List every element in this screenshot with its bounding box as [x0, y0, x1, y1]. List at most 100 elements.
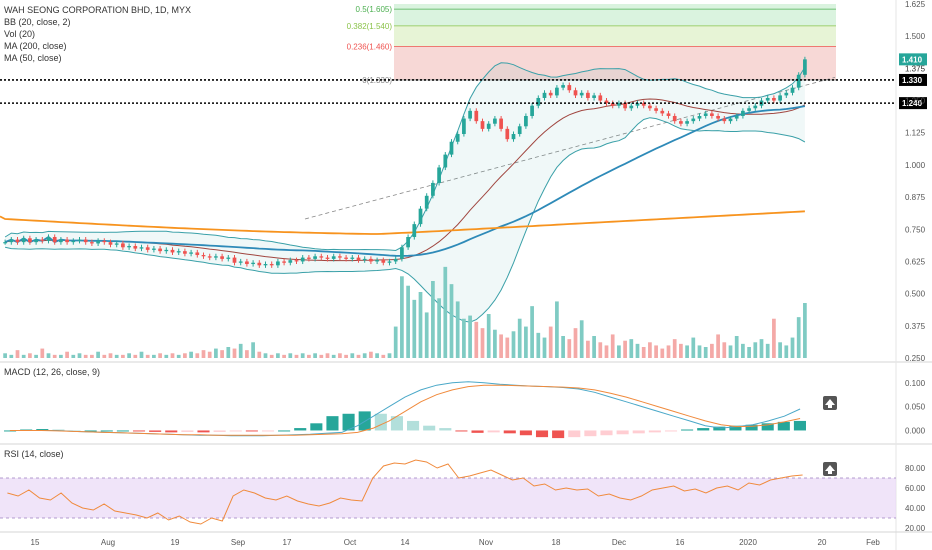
volume-bar: [747, 347, 751, 358]
volume-bar: [505, 337, 510, 358]
macd-signal-line: [9, 384, 801, 436]
price-axis[interactable]: 1.625 1.500 1.375 1.250 1.125 1.000 0.875 0.750…: [905, 0, 926, 363]
macd-histogram-bar: [213, 430, 226, 432]
price-tag: [899, 97, 927, 110]
candle-body: [152, 248, 156, 250]
rsi-label[interactable]: RSI (14, close): [4, 449, 64, 459]
trend-line[interactable]: [304, 76, 836, 220]
macd-label[interactable]: MACD (12, 26, close, 9): [4, 367, 100, 377]
macd-up-arrow-icon: [823, 396, 837, 410]
price-tick-label: 1.250: [905, 97, 926, 106]
volume-bar: [431, 281, 435, 358]
indicator-bb-label[interactable]: BB (20, close, 2): [4, 17, 71, 27]
volume-bar: [71, 354, 76, 358]
fibonacci-retracement[interactable]: 0.5(1.605)0.382(1.540)0.236(1.460)0(1.33…: [347, 4, 836, 85]
candle-body: [276, 261, 280, 266]
volume-bars: [3, 266, 807, 358]
rsi-line: [7, 459, 803, 525]
price-tick-label: 0.250: [905, 354, 926, 363]
volume-bar: [232, 348, 237, 358]
time-tick-label: Nov: [479, 538, 493, 547]
candle-body: [468, 110, 472, 119]
macd-histogram-bar: [648, 430, 661, 433]
candle-body: [214, 256, 218, 258]
candle-body: [685, 121, 689, 124]
volume-bar: [790, 337, 795, 358]
horizontal-levels[interactable]: 1.410 1.330 1.240 1.375: [0, 53, 927, 110]
volume-bar: [381, 354, 386, 358]
candle-body: [114, 243, 119, 245]
volume-bar: [59, 354, 63, 358]
indicator-vol-label[interactable]: Vol (20): [4, 29, 35, 39]
volume-bar: [369, 351, 373, 358]
volume-bar: [406, 285, 410, 358]
time-tick-label: Feb: [866, 538, 880, 547]
macd-histogram-bar: [36, 429, 49, 431]
volume-bar: [214, 348, 218, 358]
candle-body: [449, 141, 454, 155]
time-tick-label: Dec: [612, 538, 626, 547]
volume-bar: [245, 350, 249, 358]
candle-body: [623, 103, 627, 109]
candle-body: [679, 121, 683, 124]
volume-bar: [592, 336, 596, 358]
volume-bar: [753, 342, 758, 358]
volume-bar: [759, 339, 764, 358]
volume-bar: [90, 354, 94, 358]
candle-body: [555, 87, 559, 96]
volume-bar: [15, 350, 20, 358]
candle-body: [15, 239, 20, 243]
indicator-ma200-label[interactable]: MA (200, close): [4, 41, 67, 51]
candle-body: [102, 240, 107, 243]
candle-body: [517, 126, 522, 135]
volume-bar: [356, 354, 361, 358]
candle-body: [28, 238, 32, 243]
candle-body: [226, 257, 231, 259]
candle-body: [201, 255, 206, 257]
macd-tick-label: 0.000: [905, 426, 926, 435]
price-tick-label: 1.000: [905, 161, 926, 170]
macd-histogram-bar: [471, 430, 484, 433]
candle-body: [381, 260, 386, 263]
volume-bar: [765, 343, 770, 358]
candle-body: [660, 110, 665, 114]
candle-body: [362, 258, 367, 261]
indicator-ma50-label[interactable]: MA (50, close): [4, 53, 62, 63]
candle-body: [121, 243, 125, 248]
volume-bar: [400, 276, 404, 358]
macd-histogram-bar: [181, 430, 194, 432]
candle-body: [108, 242, 113, 245]
candle-body: [338, 256, 342, 258]
time-axis[interactable]: 15 Aug 19 Sep 17 Oct 14 Nov 18 Dec 16 2020 20 Feb: [31, 538, 881, 547]
fib-zone: [394, 9, 836, 26]
candle-body: [3, 242, 7, 244]
volume-bar: [734, 336, 739, 358]
candle-body: [164, 249, 169, 252]
volume-bar: [127, 353, 131, 358]
candle-body: [635, 103, 640, 106]
candle-body: [170, 249, 175, 253]
volume-bar: [542, 337, 547, 358]
macd-histogram-bar: [439, 428, 452, 431]
candle-body: [542, 92, 547, 98]
candle-body: [245, 261, 249, 265]
volume-bar: [207, 351, 212, 358]
macd-histogram-bar: [52, 429, 65, 431]
volume-bar: [96, 351, 100, 358]
macd-histogram-bar: [149, 430, 162, 432]
volume-bar: [313, 353, 317, 358]
time-tick-label: 17: [283, 538, 292, 547]
candle-body: [400, 247, 404, 259]
volume-bar: [251, 342, 255, 358]
macd-axis: 0.100 0.050 0.000: [905, 379, 926, 436]
candle-body: [617, 103, 621, 106]
candle-body: [90, 242, 94, 244]
volume-bar: [579, 320, 584, 358]
macd-histogram-bar: [568, 430, 581, 438]
macd-histogram-bar: [326, 416, 339, 431]
macd-histogram-bar: [519, 430, 532, 436]
candle-body: [431, 182, 435, 196]
candle-body: [424, 195, 429, 209]
volume-bar: [325, 353, 330, 358]
